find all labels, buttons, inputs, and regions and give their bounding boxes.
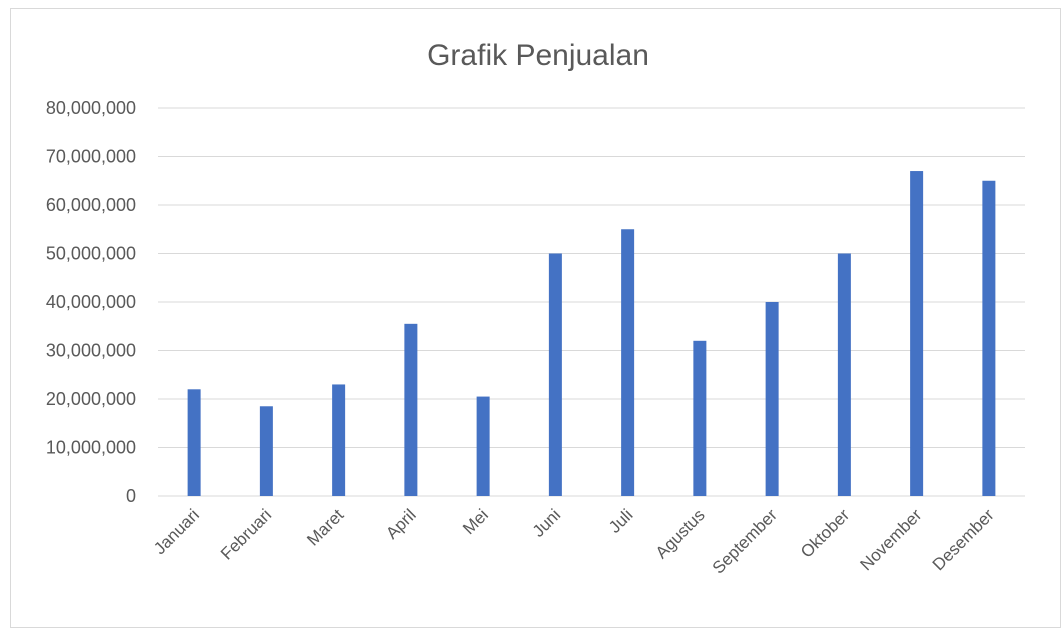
gridlines: [158, 107, 1025, 497]
bar-desember: [982, 180, 996, 496]
x-tick-label: Desember: [929, 505, 998, 574]
y-tick-label: 50,000,000: [46, 244, 136, 264]
x-tick-label: Maret: [303, 505, 347, 549]
bar-maret: [332, 384, 346, 496]
y-tick-label: 0: [126, 486, 136, 506]
x-tick-label: November: [857, 505, 926, 574]
bar-april: [404, 323, 418, 496]
bar-oktober: [837, 253, 851, 496]
bar-agustus: [693, 340, 707, 496]
bar-juli: [621, 229, 635, 496]
bar-februari: [259, 406, 273, 496]
x-tick-label: Oktober: [797, 505, 853, 561]
y-tick-label: 20,000,000: [46, 389, 136, 409]
bar-juni: [548, 253, 562, 496]
y-tick-label: 10,000,000: [46, 438, 136, 458]
bar-januari: [187, 389, 201, 496]
x-tick-label: Februari: [217, 505, 275, 563]
x-tick-label: April: [382, 505, 419, 542]
y-tick-label: 40,000,000: [46, 292, 136, 312]
y-tick-label: 60,000,000: [46, 195, 136, 215]
chart-frame: [10, 8, 1061, 628]
y-axis-ticks: 0 10,000,000 20,000,000 30,000,000 40,000,00…: [46, 98, 136, 506]
y-tick-label: 70,000,000: [46, 147, 136, 167]
x-tick-label: Juni: [529, 505, 564, 540]
x-tick-label: Januari: [150, 505, 203, 558]
chart-title: Grafik Penjualan: [427, 39, 649, 72]
x-tick-label: Agustus: [652, 505, 709, 562]
bar-november: [910, 171, 924, 497]
bar-september: [765, 302, 779, 496]
x-tick-label: Mei: [459, 505, 492, 538]
y-tick-label: 30,000,000: [46, 341, 136, 361]
bar-mei: [476, 396, 490, 496]
y-tick-label: 80,000,000: [46, 98, 136, 118]
bars: [187, 171, 996, 497]
x-tick-label: Juli: [605, 505, 636, 536]
x-tick-label: September: [709, 505, 781, 577]
x-axis-ticks: Januari Februari Maret April Mei Juni Juli Agus…: [150, 505, 998, 577]
